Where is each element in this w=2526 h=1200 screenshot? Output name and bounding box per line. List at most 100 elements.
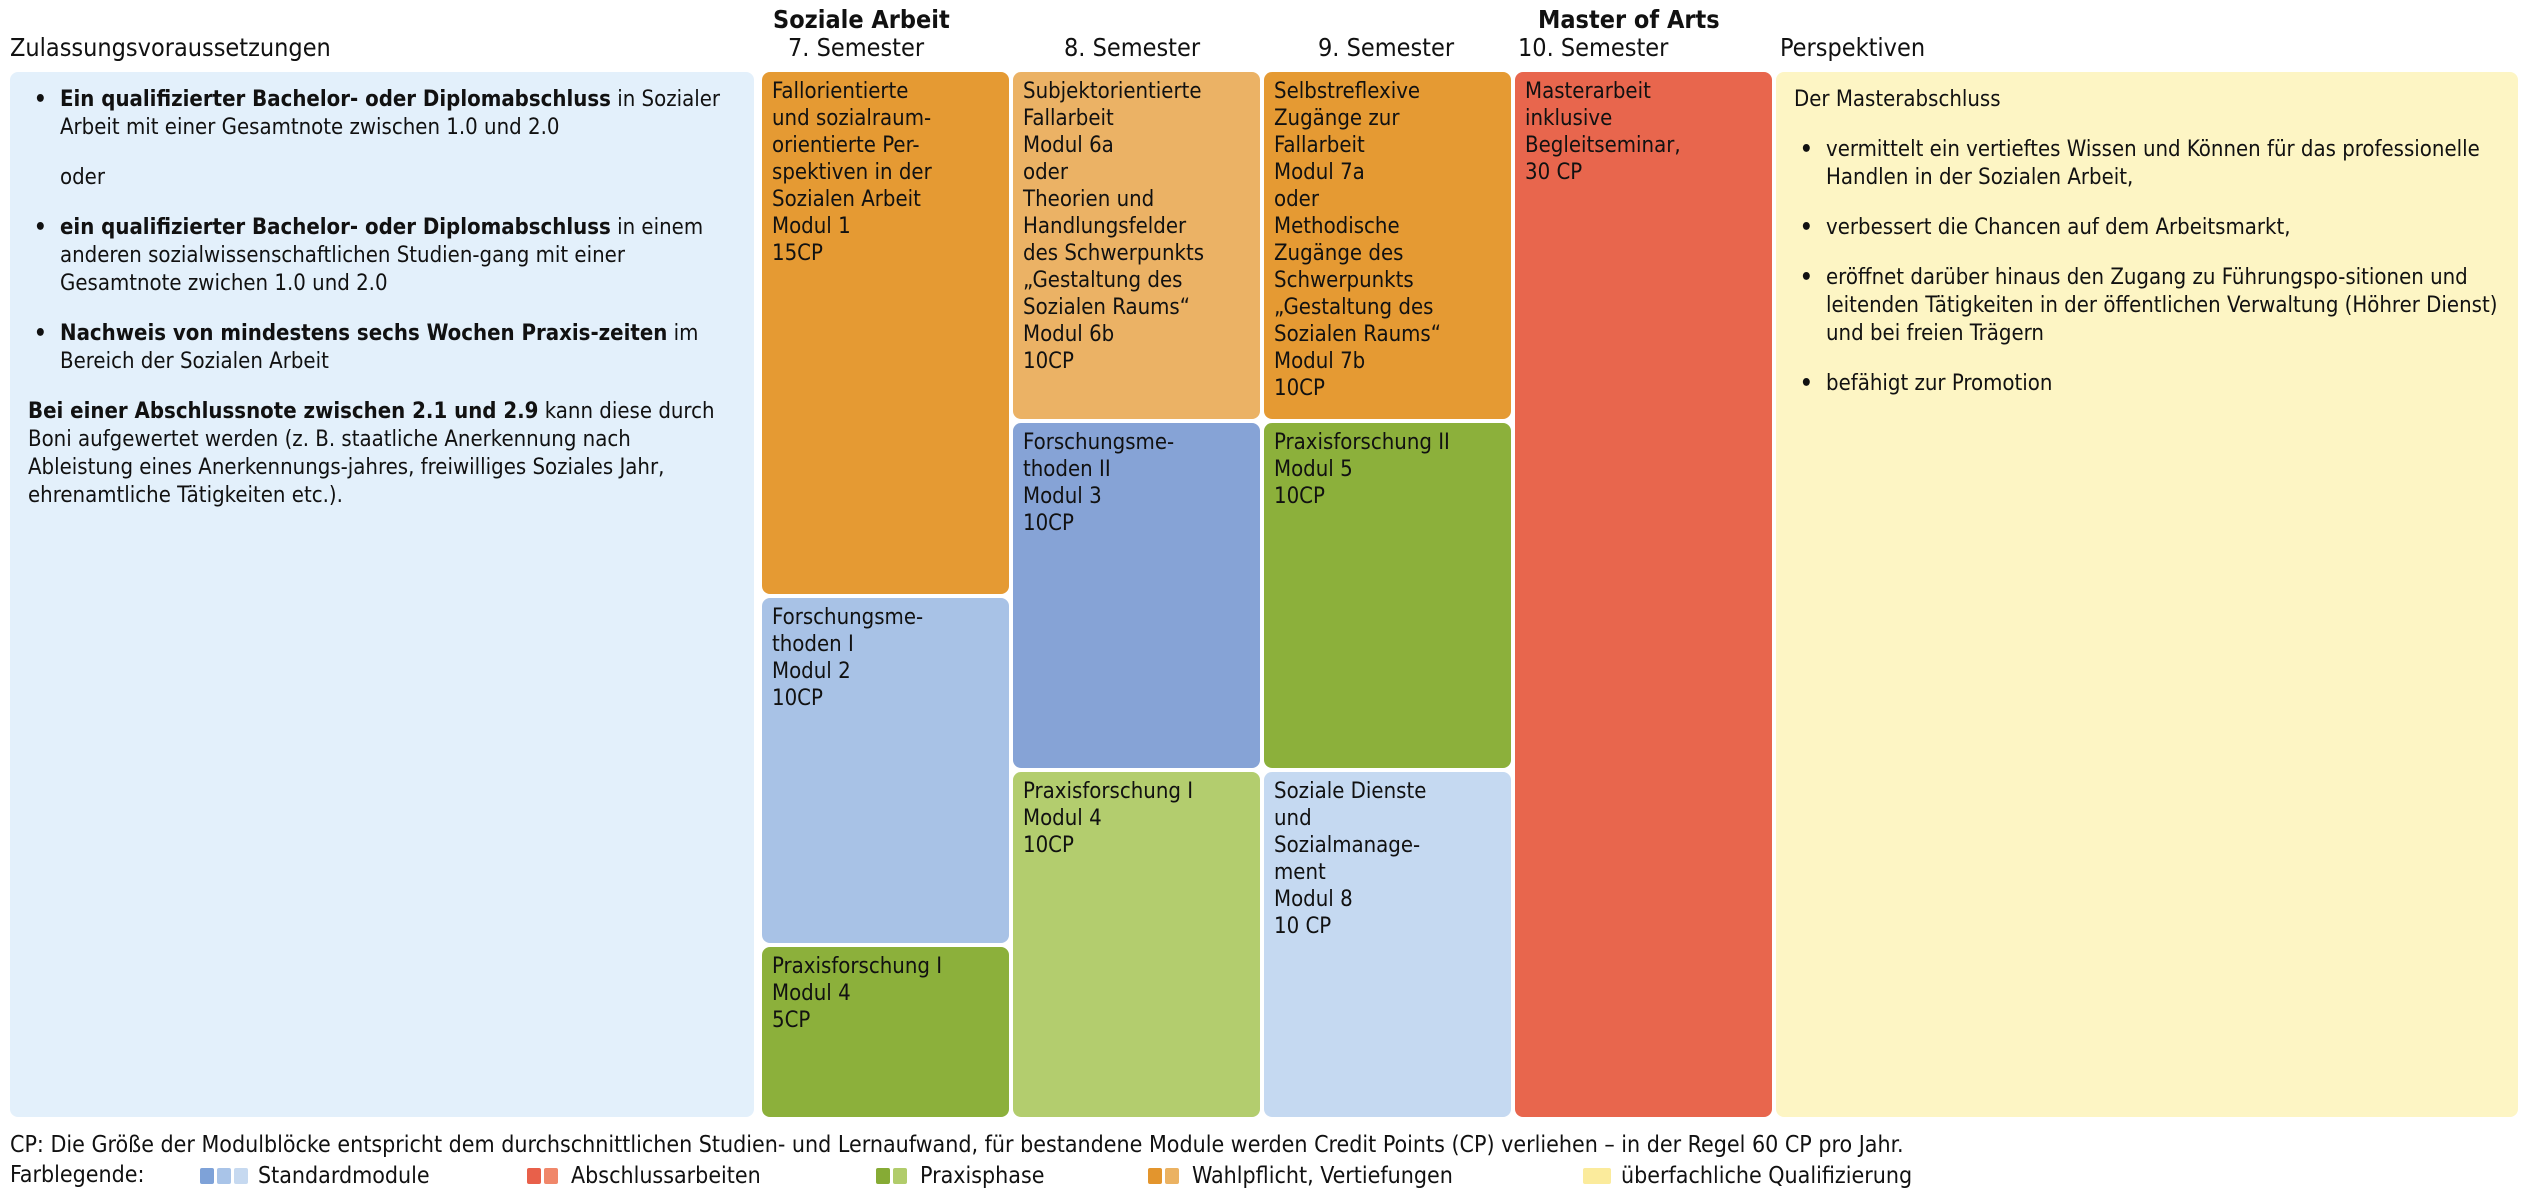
- legend-swatch: [527, 1168, 541, 1184]
- requirement-item: ein qualifizierter Bachelor- oder Diplom…: [28, 214, 736, 298]
- requirement-text: in Sozialer Arbeit mit einer Gesamtnote …: [60, 87, 721, 140]
- module-text-line: Zugänge des: [1274, 241, 1404, 266]
- module-text-line: Begleitseminar,: [1525, 133, 1681, 158]
- module-text-line: 10CP: [1023, 349, 1074, 374]
- semester-10-header: 10. Semester: [1518, 33, 1669, 62]
- module-text-line: und sozialraum-: [772, 106, 932, 131]
- legend-swatch: [1165, 1168, 1179, 1184]
- module-text-line: orientierte Per-: [772, 133, 920, 158]
- legend-label: Praxisphase: [920, 1163, 1045, 1189]
- module-text-line: Zugänge zur: [1274, 106, 1400, 131]
- module-6-block: Subjektorientierte Fallarbeit Modul 6a oder…: [1013, 72, 1260, 419]
- module-text-line: Masterarbeit: [1525, 79, 1651, 104]
- module-text-line: Modul 8: [1274, 887, 1353, 912]
- perspectives-intro: Der Masterabschluss: [1794, 87, 2001, 112]
- module-4-block-sem8: Praxisforschung I Modul 4 10CP: [1013, 772, 1260, 1117]
- module-text-line: oder: [1274, 187, 1319, 212]
- program-title: Soziale Arbeit: [773, 5, 950, 34]
- legend-swatch: [1583, 1168, 1611, 1184]
- requirement-note-text: kann diese durch Boni aufgewertet werden…: [28, 399, 715, 508]
- module-text-line: Selbstreflexive: [1274, 79, 1421, 104]
- module-text-line: Theorien und: [1023, 187, 1155, 212]
- module-text-line: Sozialen Arbeit: [772, 187, 921, 212]
- requirement-bold: Nachweis von mindestens sechs Wochen Pra…: [60, 321, 668, 346]
- legend-label: Abschlussarbeiten: [571, 1163, 761, 1189]
- legend-swatch: [876, 1168, 890, 1184]
- perspectives-panel: Der Masterabschluss vermittelt ein verti…: [1776, 72, 2518, 1117]
- perspective-item: verbessert die Chancen auf dem Arbeitsma…: [1794, 214, 2500, 242]
- requirement-item: Nachweis von mindestens sechs Wochen Pra…: [28, 320, 736, 376]
- module-text-line: Modul 1: [772, 214, 851, 239]
- module-text-line: 10CP: [772, 686, 823, 711]
- requirement-bold: Ein qualifizierter Bachelor- oder Diplom…: [60, 87, 611, 112]
- module-text-line: und: [1274, 806, 1312, 831]
- master-thesis-block: Masterarbeit inklusive Begleitseminar, 30 C…: [1515, 72, 1772, 1117]
- requirements-panel: Ein qualifizierter Bachelor- oder Diplom…: [10, 72, 754, 1117]
- requirement-note-bold: Bei einer Abschlussnote zwischen 2.1 und…: [28, 399, 539, 424]
- credit-points-note: CP: Die Größe der Modulblöcke entspricht…: [10, 1132, 1904, 1158]
- legend-swatch: [200, 1168, 214, 1184]
- module-text-line: Modul 6a: [1023, 133, 1114, 158]
- module-text-line: Modul 6b: [1023, 322, 1115, 347]
- module-text-line: Fallorientierte: [772, 79, 909, 104]
- perspective-item: befähigt zur Promotion: [1794, 370, 2500, 398]
- legend-label: überfachliche Qualifizierung: [1621, 1163, 1913, 1189]
- module-text-line: des Schwerpunkts: [1023, 241, 1205, 266]
- legend-title: Farblegende:: [10, 1162, 145, 1188]
- legend-swatch: [544, 1168, 558, 1184]
- requirement-text: in einem anderen sozialwissenschaftliche…: [60, 215, 704, 296]
- module-text-line: ment: [1274, 860, 1326, 885]
- module-text-line: Methodische: [1274, 214, 1400, 239]
- perspective-item: eröffnet darüber hinaus den Zugang zu Fü…: [1794, 264, 2500, 348]
- requirement-or: oder: [60, 165, 105, 190]
- module-text-line: Fallarbeit: [1274, 133, 1365, 158]
- module-text-line: Modul 3: [1023, 484, 1102, 509]
- module-8-block: Soziale Dienste und Sozialmanage-ment Modul…: [1264, 772, 1511, 1117]
- module-text-line: 10CP: [1023, 511, 1074, 536]
- module-text-line: thoden I: [772, 632, 854, 657]
- module-text-line: spektiven in der: [772, 160, 932, 185]
- module-text-line: 10 CP: [1274, 914, 1332, 939]
- module-3-block: Forschungsme-thoden II Modul 3 10CP: [1013, 423, 1260, 768]
- module-5-block: Praxisforschung II Modul 5 10CP: [1264, 423, 1511, 768]
- requirement-item: Ein qualifizierter Bachelor- oder Diplom…: [28, 86, 736, 142]
- module-text-line: Modul 4: [1023, 806, 1102, 831]
- module-text-line: thoden II: [1023, 457, 1111, 482]
- legend-swatch: [234, 1168, 248, 1184]
- module-text-line: Modul 4: [772, 981, 851, 1006]
- module-text-line: Modul 7b: [1274, 349, 1366, 374]
- module-text-line: Sozialen Raums“: [1274, 322, 1441, 347]
- module-text-line: Subjektorientierte: [1023, 79, 1202, 104]
- module-text-line: 10CP: [1274, 376, 1325, 401]
- legend-swatch: [217, 1168, 231, 1184]
- module-text-line: „Gestaltung des: [1274, 295, 1434, 320]
- requirement-bold: ein qualifizierter Bachelor- oder Diplom…: [60, 215, 611, 240]
- legend-swatch: [893, 1168, 907, 1184]
- module-text-line: Forschungsme-: [1023, 430, 1175, 455]
- module-text-line: inklusive: [1525, 106, 1613, 131]
- module-text-line: Soziale Dienste: [1274, 779, 1427, 804]
- semester-9-header: 9. Semester: [1318, 33, 1455, 62]
- legend-label: Standardmodule: [258, 1163, 430, 1189]
- requirements-header: Zulassungsvoraussetzungen: [10, 33, 331, 62]
- degree-title: Master of Arts: [1538, 5, 1720, 34]
- module-2-block: Forschungsme-thoden I Modul 2 10CP: [762, 598, 1009, 943]
- module-text-line: Handlungsfelder: [1023, 214, 1187, 239]
- requirement-text: im Bereich der Sozialen Arbeit: [60, 321, 699, 374]
- perspective-item: vermittelt ein vertieftes Wissen und Kön…: [1794, 136, 2500, 192]
- semester-7-header: 7. Semester: [788, 33, 925, 62]
- module-text-line: Modul 2: [772, 659, 851, 684]
- module-7-block: Selbstreflexive Zugänge zur Fallarbeit Modu…: [1264, 72, 1511, 419]
- module-text-line: 5CP: [772, 1008, 811, 1033]
- module-text-line: 15CP: [772, 241, 823, 266]
- perspectives-header: Perspektiven: [1780, 33, 1926, 62]
- module-text-line: Praxisforschung I: [772, 954, 943, 979]
- module-text-line: Modul 5: [1274, 457, 1353, 482]
- module-text-line: „Gestaltung des: [1023, 268, 1183, 293]
- legend-label: Wahlpflicht, Vertiefungen: [1192, 1163, 1453, 1189]
- module-text-line: 10CP: [1274, 484, 1325, 509]
- requirement-note: Bei einer Abschlussnote zwischen 2.1 und…: [28, 398, 736, 510]
- module-text-line: oder: [1023, 160, 1068, 185]
- module-text-line: Sozialmanage-: [1274, 833, 1421, 858]
- module-1-block: Fallorientierte und sozialraum-orientiert…: [762, 72, 1009, 594]
